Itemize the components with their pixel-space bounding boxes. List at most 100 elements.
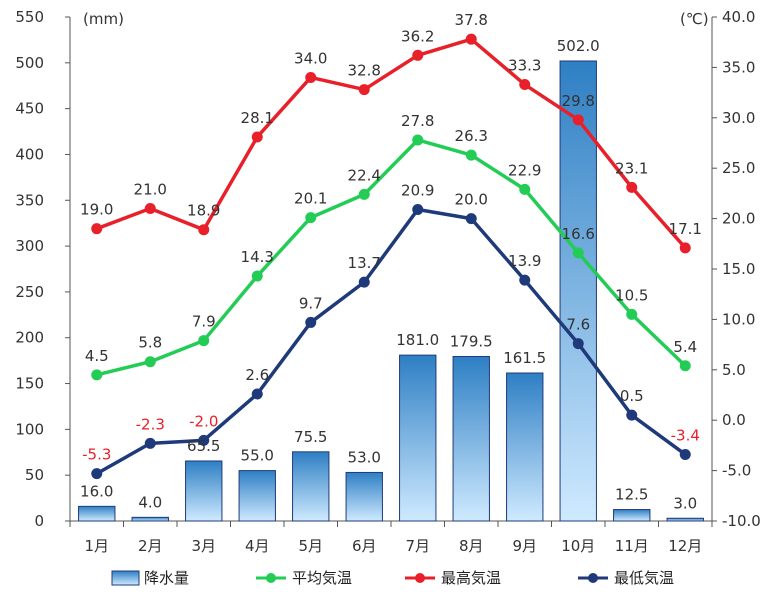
axes: 0 50 100 150 200 250 300 350 400 450 500 550 -10.0 -5… xyxy=(15,8,760,555)
x-tick-label: 6月 xyxy=(352,537,377,555)
precipitation-label: 3.0 xyxy=(673,494,697,512)
precipitation-bar xyxy=(345,471,383,522)
x-tick-label: 12月 xyxy=(668,537,702,555)
series-label-1: 10.5 xyxy=(615,286,648,304)
legend-label-precipitation: 降水量 xyxy=(144,569,189,587)
series-label-2: -5.3 xyxy=(82,446,111,464)
series-point-0 xyxy=(91,223,103,235)
series-point-1 xyxy=(572,247,584,259)
series-label-2: -2.0 xyxy=(189,412,218,430)
series-point-0 xyxy=(144,203,156,215)
left-tick-label: 450 xyxy=(15,100,44,118)
series-point-0 xyxy=(465,33,477,45)
precipitation-label: 502.0 xyxy=(557,37,600,55)
legend-swatch-precipitation xyxy=(111,570,140,586)
series-label-1: 16.6 xyxy=(562,225,595,243)
series-point-0 xyxy=(572,114,584,126)
series-point-2 xyxy=(91,468,103,480)
legend: 降水量 平均気温 最高気温 最低気温 xyxy=(111,569,674,587)
series-label-0: 33.3 xyxy=(508,57,541,75)
series-point-2 xyxy=(144,437,156,449)
right-tick-label: 25.0 xyxy=(722,159,755,177)
temperature-lines xyxy=(91,33,691,480)
series-point-2 xyxy=(679,448,691,460)
left-tick-label: 250 xyxy=(15,283,44,301)
series-point-0 xyxy=(305,71,317,83)
series-label-2: -2.3 xyxy=(136,415,165,433)
series-label-2: 20.9 xyxy=(401,182,434,200)
precipitation-label: 75.5 xyxy=(294,428,327,446)
precipitation-label: 16.0 xyxy=(80,482,113,500)
left-tick-label: 350 xyxy=(15,191,44,209)
series-label-1: 5.4 xyxy=(673,338,697,356)
series-label-0: 18.9 xyxy=(187,202,220,220)
series-label-0: 23.1 xyxy=(615,159,648,177)
series-point-1 xyxy=(412,134,424,146)
left-tick-label: 100 xyxy=(15,420,44,438)
left-tick-label: 150 xyxy=(15,375,44,393)
x-tick-label: 8月 xyxy=(459,537,484,555)
legend-label-avg: 平均気温 xyxy=(292,569,352,587)
series-label-0: 34.0 xyxy=(294,49,327,67)
precipitation-label: 12.5 xyxy=(615,486,648,504)
right-tick-label: 10.0 xyxy=(722,310,755,328)
series-point-1 xyxy=(91,369,103,381)
series-line-0 xyxy=(96,37,687,249)
series-label-0: 17.1 xyxy=(669,220,702,238)
series-label-1: 14.3 xyxy=(241,248,274,266)
left-tick-label: 400 xyxy=(15,145,44,163)
series-point-2 xyxy=(198,434,210,446)
series-label-2: 2.6 xyxy=(245,366,269,384)
right-tick-label: 15.0 xyxy=(722,260,755,278)
x-tick-label: 1月 xyxy=(84,537,109,555)
left-tick-label: 500 xyxy=(15,54,44,72)
legend-marker-avg xyxy=(266,573,276,583)
series-point-1 xyxy=(251,270,263,282)
left-tick-label: 0 xyxy=(34,512,44,530)
series-label-2: 20.0 xyxy=(455,191,488,209)
right-tick-label: 40.0 xyxy=(722,8,755,26)
series-point-1 xyxy=(198,335,210,347)
precipitation-bars xyxy=(78,60,704,522)
series-point-1 xyxy=(144,356,156,368)
precipitation-bar xyxy=(452,356,490,522)
precipitation-bar xyxy=(78,505,116,522)
right-tick-label: 5.0 xyxy=(722,361,746,379)
precipitation-bar xyxy=(666,517,704,522)
precipitation-bar xyxy=(185,460,223,522)
series-line-1 xyxy=(96,138,687,377)
x-tick-label: 9月 xyxy=(512,537,537,555)
series-label-2: 0.5 xyxy=(620,387,644,405)
data-labels: 16.0 4.0 65.5 55.0 75.5 53.0 181.0 179.5 161.5 50… xyxy=(80,11,702,512)
series-label-2: 13.7 xyxy=(348,254,381,272)
series-point-0 xyxy=(358,84,370,96)
x-tick-label: 10月 xyxy=(561,537,595,555)
precipitation-label: 161.5 xyxy=(503,349,546,367)
series-point-1 xyxy=(519,183,531,195)
precipitation-bar xyxy=(399,354,437,522)
right-tick-label: 0.0 xyxy=(722,411,746,429)
series-point-2 xyxy=(358,276,370,288)
series-point-1 xyxy=(358,188,370,200)
series-point-2 xyxy=(572,338,584,350)
precipitation-bar xyxy=(506,372,544,522)
precipitation-label: 55.0 xyxy=(241,447,274,465)
series-label-1: 7.9 xyxy=(192,313,216,331)
series-point-2 xyxy=(412,204,424,216)
right-axis-unit: (℃) xyxy=(680,10,709,28)
series-label-1: 26.3 xyxy=(455,127,488,145)
precipitation-label: 4.0 xyxy=(138,493,162,511)
left-axis-unit: (mm) xyxy=(83,10,124,28)
series-point-0 xyxy=(626,181,638,193)
x-tick-label: 4月 xyxy=(245,537,270,555)
precipitation-label: 179.5 xyxy=(450,333,493,351)
series-label-2: -3.4 xyxy=(671,426,700,444)
series-point-2 xyxy=(305,316,317,328)
series-point-0 xyxy=(251,131,263,143)
x-tick-label: 7月 xyxy=(405,537,430,555)
series-label-1: 5.8 xyxy=(138,334,162,352)
series-label-2: 9.7 xyxy=(299,294,323,312)
series-label-1: 22.4 xyxy=(348,166,381,184)
precipitation-bar xyxy=(238,470,276,522)
